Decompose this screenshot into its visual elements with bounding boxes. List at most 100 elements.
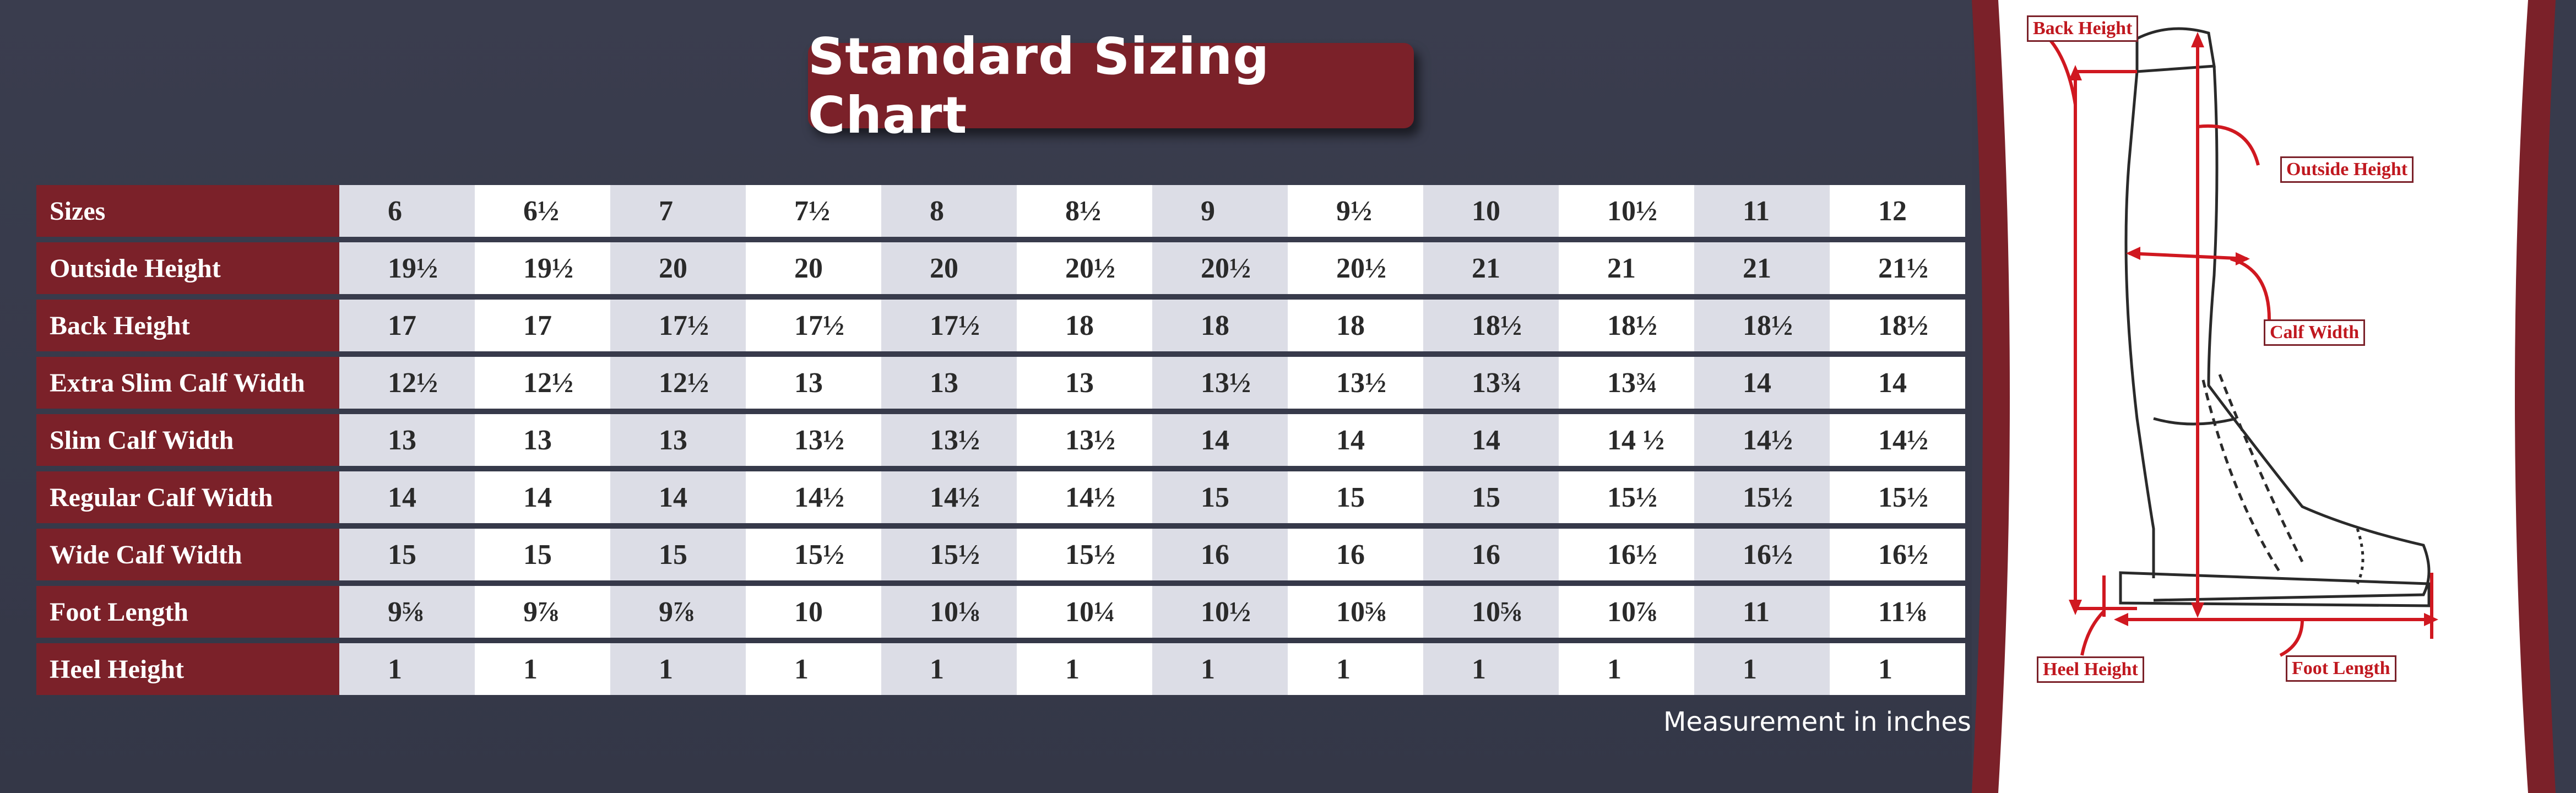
table-cell: 10½: [1152, 586, 1288, 638]
table-cell: 1: [1017, 643, 1152, 695]
sizing-table: Sizes 6 6½ 7 7½ 8 8½ 9 9½ 10 10½ 11 12 Outside Height…: [36, 180, 1965, 700]
table-cell: 13½: [881, 414, 1017, 466]
row-label: Wide Calf Width: [36, 529, 339, 580]
table-cell: 16: [1152, 529, 1288, 580]
table-cell: 11: [1694, 185, 1830, 237]
table-cell: 13½: [1017, 414, 1152, 466]
table-cell: 13: [1017, 357, 1152, 409]
table-cell: 14: [1694, 357, 1830, 409]
row-label: Back Height: [36, 300, 339, 351]
table-cell: 13½: [1288, 357, 1423, 409]
table-cell: 18: [1288, 300, 1423, 351]
table-row: Wide Calf Width 15 15 15 15½ 15½ 15½ 16 16 16 16½ 1…: [36, 529, 1965, 580]
table-cell: 10: [746, 586, 881, 638]
table-cell: 10½: [1559, 185, 1694, 237]
table-cell: 6½: [475, 185, 610, 237]
measurement-arrows: [2047, 37, 2433, 657]
table-cell: 9⅝: [339, 586, 475, 638]
table-cell: 17½: [881, 300, 1017, 351]
table-cell: 14: [610, 471, 746, 523]
table-cell: 16½: [1559, 529, 1694, 580]
table-cell: 21: [1423, 242, 1559, 294]
table-cell: 14: [1288, 414, 1423, 466]
table-row: Back Height 17 17 17½ 17½ 17½ 18 18 18 18½ 18½ 18½ 1…: [36, 300, 1965, 351]
table-cell: 10: [1423, 185, 1559, 237]
boot-diagram-panel: Back Height Outside Height Calf Width He…: [1972, 0, 2576, 793]
table-cell: 13: [475, 414, 610, 466]
table-cell: 21: [1559, 242, 1694, 294]
table-cell: 8: [881, 185, 1017, 237]
table-row: Slim Calf Width 13 13 13 13½ 13½ 13½ 14 14 14 14 ½…: [36, 414, 1965, 466]
outside-height-label: Outside Height: [2280, 156, 2414, 183]
table-cell: 11: [1694, 586, 1830, 638]
table-cell: 9½: [1288, 185, 1423, 237]
table-cell: 13: [746, 357, 881, 409]
table-cell: 20½: [1152, 242, 1288, 294]
table-row: Extra Slim Calf Width 12½ 12½ 12½ 13 13 13 13½ 1…: [36, 357, 1965, 409]
table-cell: 1: [475, 643, 610, 695]
boot-outline: [2119, 27, 2431, 607]
table-cell: 1: [746, 643, 881, 695]
table-cell: 14: [1830, 357, 1965, 409]
table-cell: 15: [610, 529, 746, 580]
table-cell: 20: [746, 242, 881, 294]
table-cell: 20½: [1017, 242, 1152, 294]
table-cell: 15½: [1694, 471, 1830, 523]
row-label: Sizes: [36, 185, 339, 237]
table-row: Outside Height 19½ 19½ 20 20 20 20½ 20½ 20½ 21 21 2…: [36, 242, 1965, 294]
table-cell: 16: [1288, 529, 1423, 580]
table-cell: 14½: [1830, 414, 1965, 466]
table-cell: 21: [1694, 242, 1830, 294]
table-cell: 15: [339, 529, 475, 580]
table-cell: 14½: [881, 471, 1017, 523]
table-cell: 1: [881, 643, 1017, 695]
table-cell: 20½: [1288, 242, 1423, 294]
boot-diagram: [1972, 0, 2576, 793]
table-cell: 7½: [746, 185, 881, 237]
row-label: Heel Height: [36, 643, 339, 695]
table-cell: 19½: [339, 242, 475, 294]
table-cell: 13: [610, 414, 746, 466]
table-cell: 15: [1152, 471, 1288, 523]
arrow-heads: [2069, 32, 2438, 626]
table-cell: 8½: [1017, 185, 1152, 237]
table-row: Regular Calf Width 14 14 14 14½ 14½ 14½ 15 15 15 1…: [36, 471, 1965, 523]
table-cell: 1: [1830, 643, 1965, 695]
table-cell: 13¾: [1559, 357, 1694, 409]
table-cell: 13½: [1152, 357, 1288, 409]
table-cell: 14: [1423, 414, 1559, 466]
table-cell: 17: [475, 300, 610, 351]
table-cell: 17½: [746, 300, 881, 351]
page-title: Standard Sizing Chart: [808, 26, 1270, 145]
table-cell: 12½: [475, 357, 610, 409]
table-cell: 10⅝: [1288, 586, 1423, 638]
table-cell: 11⅛: [1830, 586, 1965, 638]
table-cell: 10⅛: [881, 586, 1017, 638]
table-cell: 14: [475, 471, 610, 523]
table-cell: 17: [339, 300, 475, 351]
table-cell: 12½: [610, 357, 746, 409]
table-cell: 18½: [1694, 300, 1830, 351]
table-row: Sizes 6 6½ 7 7½ 8 8½ 9 9½ 10 10½ 11 12: [36, 185, 1965, 237]
table-row: Heel Height 1 1 1 1 1 1 1 1 1 1 1 1: [36, 643, 1965, 695]
table-cell: 17½: [610, 300, 746, 351]
table-cell: 16½: [1694, 529, 1830, 580]
table-cell: 21½: [1830, 242, 1965, 294]
row-label: Slim Calf Width: [36, 414, 339, 466]
table-cell: 15: [475, 529, 610, 580]
table-cell: 1: [1423, 643, 1559, 695]
table-cell: 14: [1152, 414, 1288, 466]
table-cell: 9⅞: [475, 586, 610, 638]
row-label: Regular Calf Width: [36, 471, 339, 523]
table-cell: 18½: [1423, 300, 1559, 351]
table-cell: 13¾: [1423, 357, 1559, 409]
table-cell: 14½: [746, 471, 881, 523]
row-label: Extra Slim Calf Width: [36, 357, 339, 409]
measurement-note: Measurement in inches: [1663, 707, 1971, 737]
table-cell: 15: [1288, 471, 1423, 523]
table-cell: 16: [1423, 529, 1559, 580]
table-cell: 15½: [1559, 471, 1694, 523]
table-cell: 12: [1830, 185, 1965, 237]
table-cell: 10⅞: [1559, 586, 1694, 638]
calf-width-label: Calf Width: [2264, 319, 2366, 346]
